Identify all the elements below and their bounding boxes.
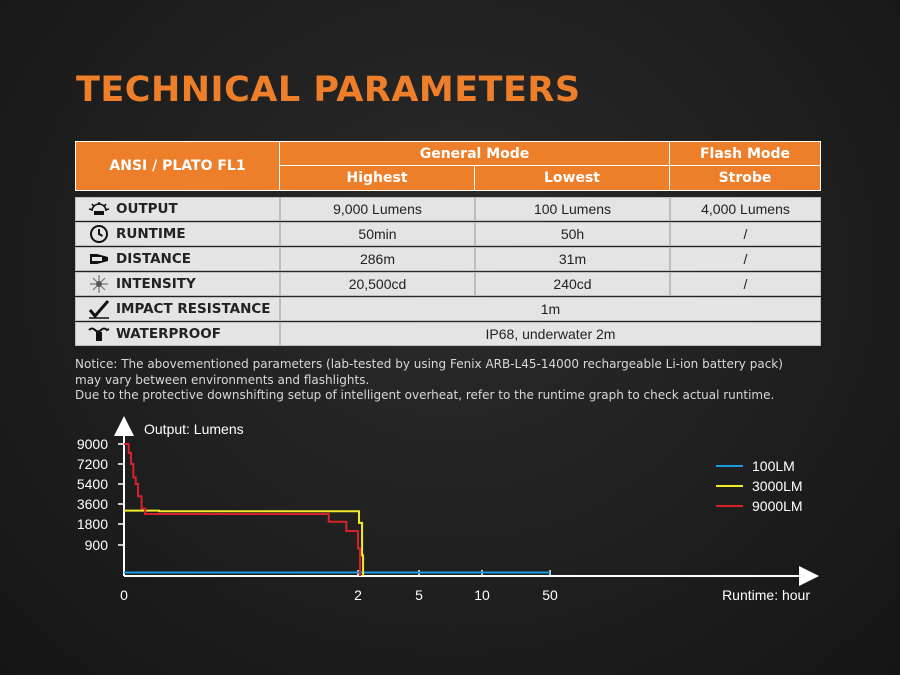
cell-strobe: 4,000 Lumens <box>670 197 821 221</box>
page-title: TECHNICAL PARAMETERS <box>76 70 581 110</box>
y-tick-label: 9000 <box>77 436 108 452</box>
cell-highest: 50min <box>280 222 475 246</box>
y-tick-label: 900 <box>85 537 109 553</box>
waterproof-icon <box>88 325 110 343</box>
table-row: OUTPUT 9,000 Lumens 100 Lumens 4,000 Lum… <box>75 197 821 221</box>
y-tick-label: 1800 <box>77 516 108 532</box>
cell-merged: 1m <box>280 297 821 321</box>
highest-header: Highest <box>279 165 475 191</box>
x-tick-label: 2 <box>354 587 362 603</box>
series-line-9000LM <box>124 443 362 576</box>
table-row: WATERPROOF IP68, underwater 2m <box>75 322 821 346</box>
intensity-icon <box>88 275 110 293</box>
cell-strobe: / <box>670 272 821 296</box>
legend-label: 3000LM <box>752 478 803 494</box>
x-tick-label: 5 <box>415 587 423 603</box>
row-label: RUNTIME <box>116 226 186 242</box>
row-label: DISTANCE <box>116 251 191 267</box>
clock-icon <box>88 225 110 243</box>
cell-lowest: 50h <box>475 222 670 246</box>
row-label: OUTPUT <box>116 201 178 217</box>
cell-merged: IP68, underwater 2m <box>280 322 821 346</box>
y-tick-label: 7200 <box>77 456 108 472</box>
cell-highest: 286m <box>280 247 475 271</box>
general-mode-header: General Mode <box>279 141 670 166</box>
corner-header: ANSI / PLATO FL1 <box>75 141 280 191</box>
notice-line: may vary between environments and flashl… <box>75 372 370 387</box>
cell-highest: 9,000 Lumens <box>280 197 475 221</box>
series-line-3000LM <box>124 509 365 576</box>
row-label: WATERPROOF <box>116 326 221 342</box>
cell-highest: 20,500cd <box>280 272 475 296</box>
output-icon <box>88 200 110 218</box>
flash-mode-header: Flash Mode <box>669 141 821 166</box>
row-label: INTENSITY <box>116 276 196 292</box>
legend-label: 100LM <box>752 458 795 474</box>
x-tick-label: 0 <box>120 587 128 603</box>
runtime-chart: Output: Lumens Runtime: hour 90007200540… <box>77 416 819 603</box>
table-row: IMPACT RESISTANCE 1m <box>75 297 821 321</box>
strobe-header: Strobe <box>669 165 821 191</box>
table-row: DISTANCE 286m 31m / <box>75 247 821 271</box>
notice-line: Due to the protective downshifting setup… <box>75 388 775 402</box>
y-tick-label: 3600 <box>77 496 108 512</box>
cell-lowest: 240cd <box>475 272 670 296</box>
lowest-header: Lowest <box>474 165 670 191</box>
cell-lowest: 100 Lumens <box>475 197 670 221</box>
legend-label: 9000LM <box>752 498 803 514</box>
x-axis-label: Runtime: hour <box>722 587 810 603</box>
notice-line: Notice: The abovementioned parameters (l… <box>75 357 783 371</box>
x-tick-label: 50 <box>542 587 558 603</box>
row-label: IMPACT RESISTANCE <box>116 301 271 317</box>
cell-strobe: / <box>670 247 821 271</box>
table-row: INTENSITY 20,500cd 240cd / <box>75 272 821 296</box>
cell-lowest: 31m <box>475 247 670 271</box>
notice-text: Notice: The abovementioned parameters (l… <box>75 357 783 404</box>
y-axis-label: Output: Lumens <box>144 421 244 437</box>
y-tick-label: 5400 <box>77 476 108 492</box>
impact-icon <box>88 300 110 319</box>
table-row: RUNTIME 50min 50h / <box>75 222 821 246</box>
beam-icon <box>88 250 110 268</box>
cell-strobe: / <box>670 222 821 246</box>
x-tick-label: 10 <box>474 587 490 603</box>
